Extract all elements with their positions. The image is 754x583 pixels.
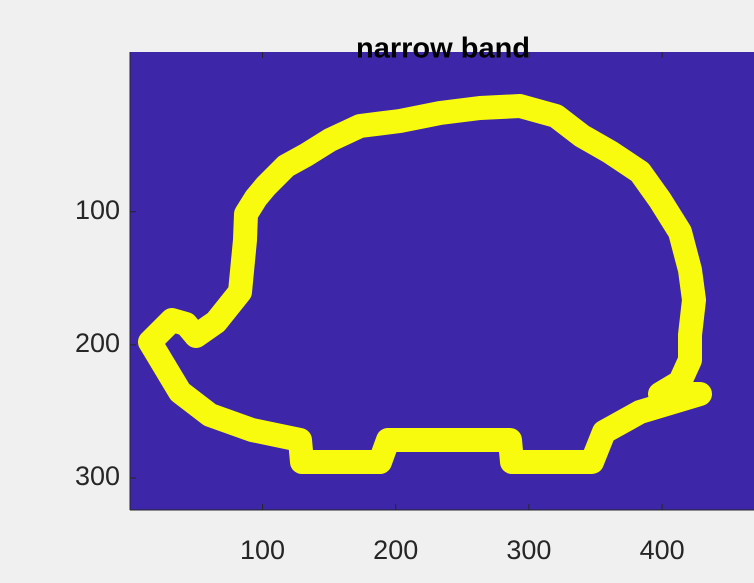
x-tick-label: 400: [640, 535, 685, 565]
y-tick-label: 300: [75, 461, 120, 491]
x-tick-label: 300: [506, 535, 551, 565]
chart-title: narrow band: [356, 33, 530, 65]
x-tick-label: 100: [240, 535, 285, 565]
x-tick-label: 200: [373, 535, 418, 565]
page: narrow band 100200300400100200300 (() =>…: [0, 0, 754, 583]
y-tick-label: 100: [75, 195, 120, 225]
chart: narrow band 100 200 300 400 100 200 300: [0, 0, 754, 583]
y-tick-label: 200: [75, 328, 120, 358]
plot-area: [130, 52, 754, 510]
